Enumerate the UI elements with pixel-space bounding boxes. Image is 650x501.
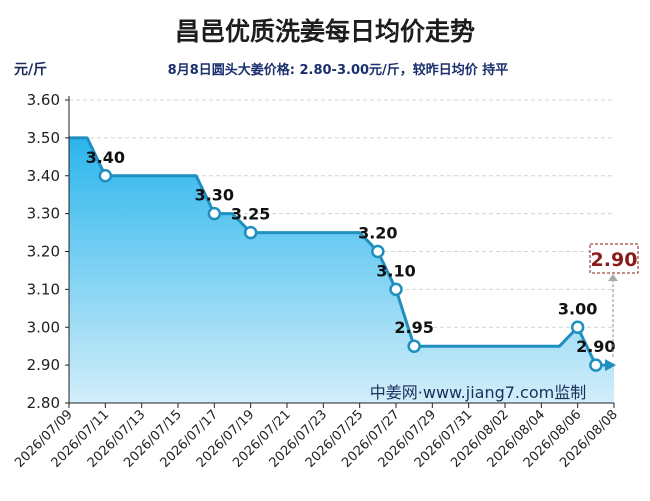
data-point-label: 3.40 xyxy=(86,148,125,167)
y-tick-label: 3.20 xyxy=(27,243,60,261)
y-tick-label: 3.40 xyxy=(27,167,60,185)
data-point-marker xyxy=(589,358,603,372)
data-point-label: 3.10 xyxy=(376,261,415,280)
data-point-marker xyxy=(243,225,258,240)
data-point-label: 3.00 xyxy=(558,299,597,318)
axes xyxy=(65,96,615,408)
y-tick-label: 2.90 xyxy=(27,356,60,374)
series-line xyxy=(69,136,614,367)
watermark: 中姜网·www.jiang7.com监制 xyxy=(370,383,586,402)
series-end-arrow xyxy=(605,359,616,372)
data-point-marker xyxy=(207,206,222,221)
data-point-marker xyxy=(570,320,585,334)
latest-value-box xyxy=(589,243,639,274)
x-tick-labels: 2026/07/092026/07/112026/07/132026/07/15… xyxy=(12,407,621,471)
y-tick-label: 3.10 xyxy=(27,280,60,298)
y-tick-label: 3.00 xyxy=(27,318,60,336)
data-point-marker xyxy=(407,339,421,353)
area-series xyxy=(69,136,616,403)
data-point-marker xyxy=(371,244,385,259)
area-fill xyxy=(69,137,614,403)
data-markers xyxy=(98,169,603,372)
y-tick-labels: 2.80 2.90 3.00 3.10 3.20 3.30 3.40 3.50 3.60 xyxy=(27,91,60,412)
chart-title: 昌邑优质洗姜每日均价走势 xyxy=(175,17,475,46)
latest-connector-arrowhead xyxy=(608,274,618,281)
data-point-label: 2.90 xyxy=(576,337,615,356)
data-point-label: 3.25 xyxy=(231,205,270,224)
y-tick-label: 3.30 xyxy=(27,205,60,223)
data-point-marker xyxy=(389,282,403,297)
data-point-label: 3.20 xyxy=(358,224,397,243)
chart-subtitle: 8月8日圆头大姜价格: 2.80-3.00元/斤，较昨日均价 持平 xyxy=(168,62,509,78)
data-point-marker xyxy=(98,169,113,183)
data-labels: 3.40 3.303.25 3.20 3.10 2.95 3.00 2.90 xyxy=(86,148,616,356)
y-axis-unit: 元/斤 xyxy=(14,61,47,78)
latest-value-callout: 2.90 xyxy=(589,243,639,358)
latest-value-label: 2.90 xyxy=(591,249,638,271)
y-tick-label: 3.50 xyxy=(27,129,60,147)
data-point-label: 3.30 xyxy=(195,186,234,205)
y-tick-label: 3.60 xyxy=(27,91,60,109)
y-tick-label: 2.80 xyxy=(27,394,60,412)
data-point-label: 2.95 xyxy=(394,318,433,337)
